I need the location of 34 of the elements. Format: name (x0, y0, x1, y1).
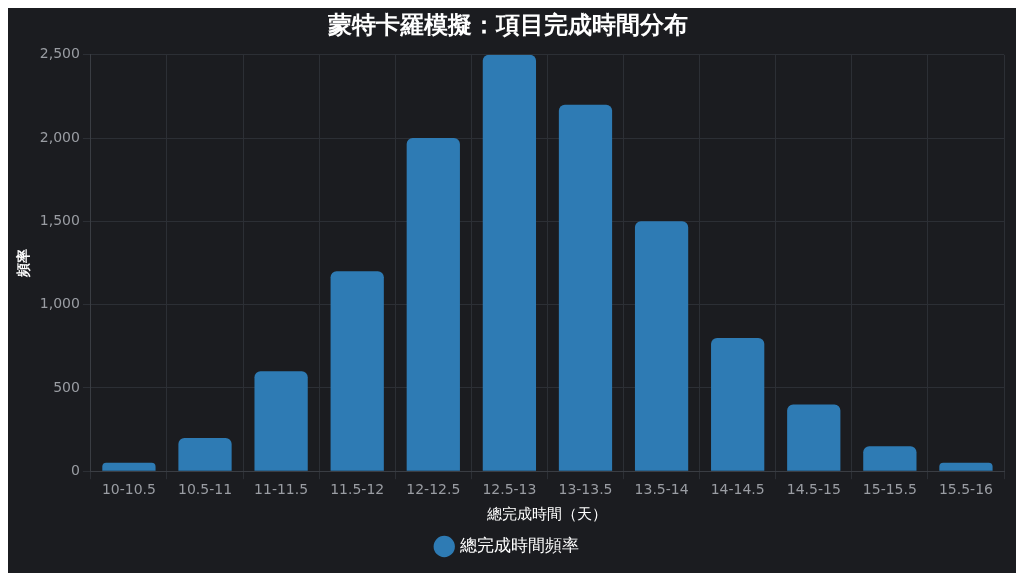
y-axis-title: 頻率 (15, 249, 32, 278)
chart-title: 蒙特卡羅模擬：項目完成時間分布 (327, 10, 688, 39)
bar (863, 446, 917, 471)
x-tick-label: 13-13.5 (558, 481, 613, 498)
x-tick-label: 15-15.5 (862, 481, 917, 498)
x-tick-label: 10.5-11 (178, 481, 233, 498)
x-tick-label: 15.5-16 (938, 481, 994, 498)
y-tick-label: 0 (70, 461, 80, 478)
bar (330, 271, 384, 471)
y-tick-label: 1,000 (39, 295, 80, 312)
bar (254, 371, 308, 471)
x-tick-label: 12-12.5 (406, 481, 461, 498)
x-tick-label: 14.5-15 (786, 481, 841, 498)
y-tick-label: 500 (53, 378, 80, 395)
x-tick-label: 13.5-14 (634, 481, 689, 498)
bar (634, 221, 689, 471)
legend-label: 總完成時間頻率 (458, 534, 579, 555)
y-tick-label: 1,500 (39, 212, 80, 228)
bar (939, 462, 993, 471)
bar (787, 404, 841, 471)
x-tick-label: 11-11.5 (254, 481, 309, 498)
bar (482, 54, 537, 471)
bar (711, 337, 765, 471)
x-axis-title: 總完成時間（天） (486, 504, 608, 523)
y-tick-label: 2,000 (39, 128, 80, 145)
bar (406, 138, 460, 471)
x-tick-label: 14-14.5 (710, 481, 765, 498)
x-tick-label: 11.5-12 (330, 481, 385, 498)
x-tick-label: 12.5-13 (482, 481, 537, 498)
bar (102, 462, 156, 471)
bar (558, 104, 613, 471)
x-tick-label: 10-10.5 (101, 481, 156, 498)
bar (178, 437, 232, 471)
y-tick-label: 2,500 (39, 45, 80, 62)
